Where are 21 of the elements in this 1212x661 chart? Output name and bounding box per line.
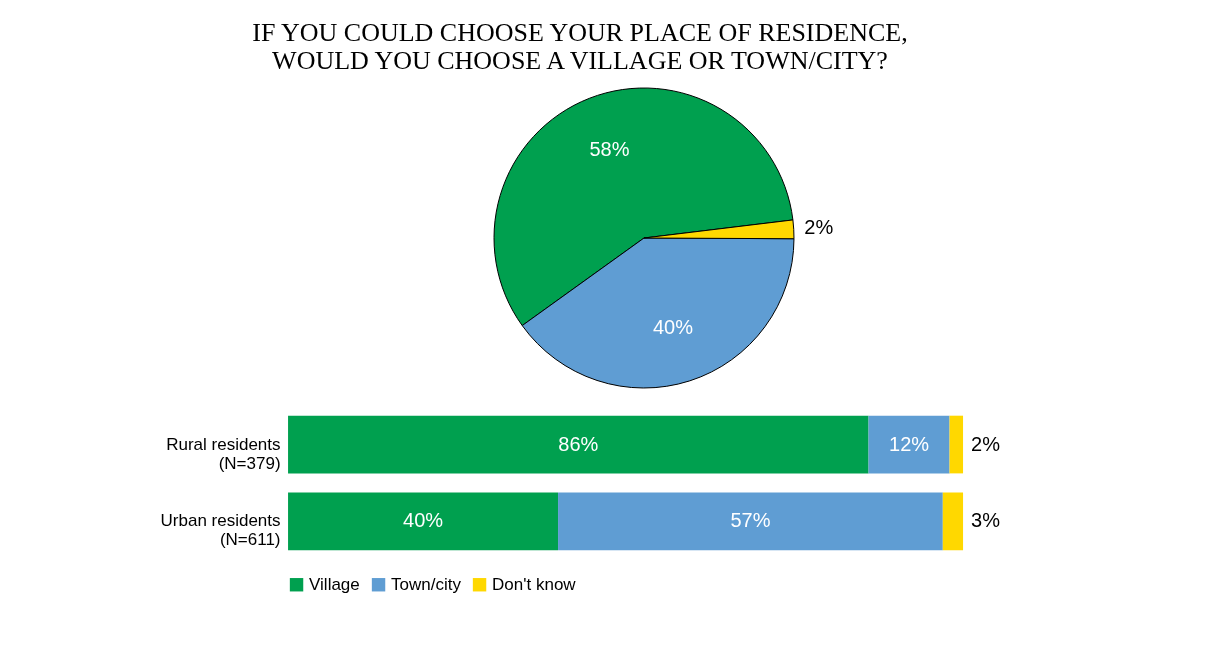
legend-label: Town/city — [391, 574, 462, 594]
data-label: 12% — [889, 432, 930, 455]
bar — [288, 415, 869, 474]
data-label: 40% — [403, 509, 444, 532]
y-tick-label: Rural residents (N=379) — [166, 434, 281, 473]
y-tick-label: Urban residents (N=611) — [160, 511, 281, 550]
data-label: 40% — [652, 316, 694, 339]
bar — [942, 492, 964, 551]
bar — [558, 492, 943, 551]
data-label: 3% — [971, 509, 1001, 532]
bar — [949, 415, 964, 474]
chart-title: IF YOU COULD CHOOSE YOUR PLACE OF RESIDENCE, WOULD YOU CHOOSE A VILLAGE OR TOWN/CITY? — [252, 18, 908, 75]
bar — [868, 415, 950, 474]
bar — [288, 492, 559, 551]
legend-label: Village — [309, 574, 360, 594]
data-label: 86% — [558, 432, 599, 455]
data-label: 2% — [971, 432, 1001, 455]
data-label: 2% — [804, 215, 834, 238]
legend-label: Don't know — [492, 574, 577, 594]
data-label: 57% — [730, 509, 771, 532]
data-label: 58% — [589, 137, 630, 160]
